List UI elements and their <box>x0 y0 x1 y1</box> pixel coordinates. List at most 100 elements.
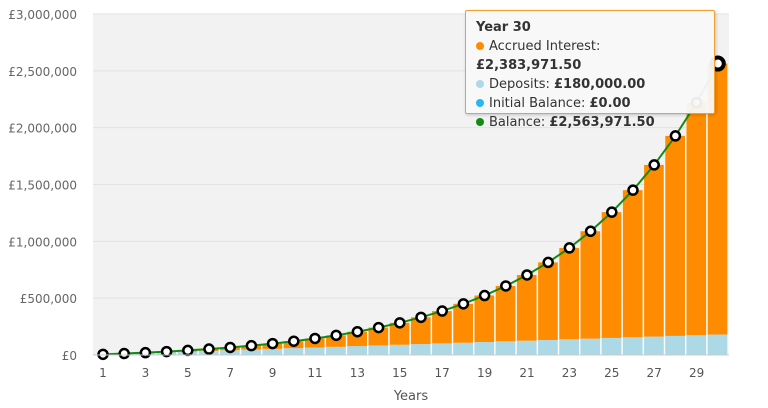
interest-bar <box>495 285 516 342</box>
balance-point <box>288 335 300 347</box>
deposits-bar <box>304 347 326 355</box>
deposits-bar <box>580 338 601 355</box>
deposits-bar <box>622 337 644 355</box>
tooltip-label: Deposits: <box>489 77 550 92</box>
x-axis-title: Years <box>393 389 429 404</box>
interest-bar <box>432 311 453 344</box>
deposits-bar <box>707 334 728 355</box>
deposits-bar <box>389 344 410 355</box>
deposits-bar <box>347 346 368 355</box>
deposits-bar <box>241 349 262 355</box>
tooltip-row-interest: Accrued Interest: £2,383,971.50 <box>476 37 704 75</box>
x-tick-label: 21 <box>519 366 534 380</box>
tooltip-row-balance: Balance: £2,563,971.50 <box>476 113 704 132</box>
balance-point <box>139 346 152 359</box>
x-tick-label: 13 <box>350 366 365 380</box>
interest-bar <box>559 247 580 340</box>
interest-bar <box>410 317 432 345</box>
deposits-bar <box>474 342 495 355</box>
x-tick-label: 3 <box>142 366 150 380</box>
balance-point <box>542 256 554 269</box>
deposits-bar <box>453 342 474 355</box>
tooltip-value: £2,563,971.50 <box>549 115 655 130</box>
tooltip-label: Accrued Interest: <box>489 39 601 54</box>
y-tick-label: £2,000,000 <box>8 122 77 136</box>
deposits-bar <box>410 344 432 355</box>
balance-dot-icon <box>476 118 484 126</box>
interest-bar <box>644 164 665 337</box>
interest-dot-icon <box>476 42 484 50</box>
y-tick-label: £0 <box>62 349 77 363</box>
interest-bar <box>707 63 728 335</box>
deposits-bar <box>495 341 516 355</box>
interest-bar <box>686 102 707 336</box>
balance-point <box>160 345 173 358</box>
interest-bar <box>368 327 389 346</box>
x-tick-label: 9 <box>269 366 277 380</box>
x-tick-label: 19 <box>477 366 492 380</box>
deposits-bar <box>516 340 538 355</box>
balance-point <box>372 321 385 334</box>
balance-point <box>478 289 491 302</box>
tooltip-label: Balance: <box>489 115 546 130</box>
x-tick-label: 5 <box>184 366 192 380</box>
x-tick-label: 23 <box>562 366 577 380</box>
initial-dot-icon <box>476 99 484 107</box>
balance-point <box>118 347 130 360</box>
balance-point <box>394 317 406 329</box>
interest-bar <box>665 135 686 336</box>
tooltip-label: Initial Balance: <box>489 96 586 111</box>
deposits-bar <box>559 339 580 355</box>
interest-bar <box>516 274 538 341</box>
balance-point <box>97 348 109 361</box>
y-tick-label: £2,500,000 <box>8 65 77 79</box>
y-tick-label: £1,500,000 <box>8 179 77 193</box>
balance-point <box>330 329 342 342</box>
deposits-dot-icon <box>476 80 484 88</box>
balance-point <box>182 344 194 357</box>
x-tick-label: 7 <box>226 366 234 380</box>
balance-point <box>627 184 639 196</box>
balance-point <box>584 225 597 238</box>
balance-point <box>563 242 576 254</box>
y-tick-label: £1,000,000 <box>8 235 77 249</box>
balance-point <box>500 280 512 292</box>
tooltip-value: £180,000.00 <box>554 77 646 92</box>
balance-point <box>309 332 321 345</box>
balance-point <box>203 343 215 355</box>
deposits-bar <box>432 343 453 355</box>
deposits-bar <box>326 346 347 355</box>
interest-bar <box>601 212 622 338</box>
balance-point <box>266 337 279 350</box>
deposits-bar <box>686 335 707 355</box>
interest-bar <box>474 295 495 343</box>
interest-bar <box>453 303 474 343</box>
balance-point <box>521 269 533 281</box>
x-tick-label: 1 <box>99 366 107 380</box>
interest-bar <box>622 190 644 338</box>
balance-point <box>224 341 236 354</box>
tooltip: Year 30 Accrued Interest: £2,383,971.50 … <box>465 10 715 130</box>
tooltip-value: £0.00 <box>589 96 631 111</box>
balance-point <box>415 311 427 324</box>
balance-point <box>669 130 682 142</box>
interest-bar <box>538 262 559 340</box>
deposits-bar <box>665 335 686 355</box>
balance-point <box>606 206 618 218</box>
interest-bar <box>347 331 368 347</box>
balance-point <box>245 339 258 352</box>
balance-point <box>648 159 660 171</box>
balance-point <box>457 298 470 310</box>
x-tick-label: 29 <box>689 366 704 380</box>
balance-point <box>436 305 448 317</box>
x-tick-label: 15 <box>392 366 407 380</box>
tooltip-value: £2,383,971.50 <box>476 58 582 73</box>
interest-bar <box>580 231 601 339</box>
deposits-bar <box>644 336 665 355</box>
deposits-bar <box>601 337 622 355</box>
tooltip-title: Year 30 <box>476 20 531 35</box>
deposits-bar <box>283 348 304 355</box>
x-tick-label: 25 <box>604 366 619 380</box>
x-tick-label: 17 <box>435 366 450 380</box>
